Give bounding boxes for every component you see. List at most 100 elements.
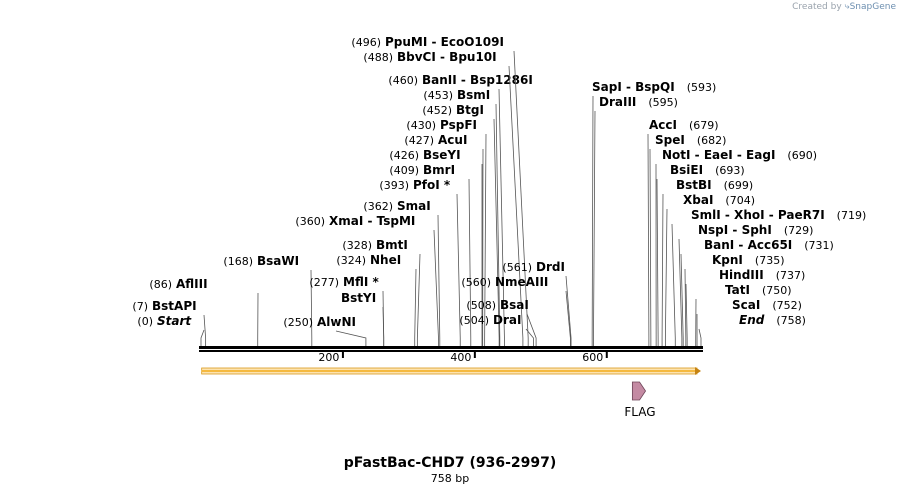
- site-position-label-right: (735): [755, 254, 785, 267]
- site-position-label: (168): [223, 255, 253, 268]
- site-bstapi: (7) BstAPI: [132, 299, 207, 346]
- site-bsiei: BsiEI (693): [656, 163, 745, 346]
- site-name-label: BanI - Acc65I: [704, 238, 792, 252]
- site-position-label: (560): [461, 276, 491, 289]
- site-position-label: (0): [137, 315, 153, 328]
- site-name-label: BsiEI: [670, 163, 703, 177]
- site-connector: [513, 50, 529, 346]
- site-nspi-sphi: NspI - SphI (729): [678, 223, 814, 346]
- axis-tick-label: 200: [318, 351, 339, 364]
- snapgene-credit: Created by ⤷SnapGene: [792, 2, 896, 12]
- site-position-label: (393): [379, 179, 409, 192]
- site-connector: [664, 208, 668, 346]
- site-position-label-right: (737): [776, 269, 806, 282]
- site-name-label: BstYI: [341, 291, 376, 305]
- site-connector: [414, 268, 417, 346]
- site-position-label: (453): [423, 89, 453, 102]
- site-bstyi: BstYI: [341, 291, 385, 346]
- site-xmai-tspmi: (360) XmaI - TspMI: [295, 214, 439, 346]
- site-btgi: (452) BtgI: [422, 103, 500, 346]
- site-mfli: (277) MflI *: [309, 275, 385, 346]
- site-scai: ScaI (752): [696, 298, 802, 346]
- site-connector: [456, 193, 461, 346]
- site-name-label: BsmI: [457, 88, 490, 102]
- site-connector: [310, 269, 313, 346]
- site-connector: [498, 88, 505, 346]
- site-spei: SpeI (682): [649, 133, 726, 346]
- site-name-label: PpuMI - EcoO109I: [385, 35, 504, 49]
- site-name-label: SmaI: [397, 199, 431, 213]
- site-name-label: BanII - Bsp1286I: [422, 73, 533, 87]
- site-name-label: BsaWI: [257, 254, 299, 268]
- site-sapi-bspqi: SapI - BspQI (593): [591, 80, 717, 346]
- site-connector: [416, 253, 421, 346]
- site-position-label: (86): [149, 278, 172, 291]
- site-bsai: (508) BsaI: [466, 298, 537, 346]
- site-name-label: XbaI: [683, 193, 713, 207]
- credit-prefix: Created by: [792, 2, 842, 12]
- site-name-label: PspFI: [440, 118, 477, 132]
- site-name-label: ScaI: [732, 298, 760, 312]
- site-smai: (362) SmaI: [363, 199, 441, 346]
- site-position-label: (324): [336, 254, 366, 267]
- site-position-label-right: (593): [687, 81, 717, 94]
- site-pspfi: (430) PspFI: [406, 118, 487, 346]
- site-nmeaiii: (560) NmeAIII: [461, 275, 571, 346]
- site-name-label: DrdI: [536, 260, 565, 274]
- site-connector: [678, 238, 683, 346]
- site-position-label: (7): [132, 300, 148, 313]
- site-afliii: (86) AflIII: [149, 277, 259, 346]
- plasmid-title: pFastBac-CHD7 (936-2997): [343, 455, 557, 471]
- site-name-label: BtgI: [456, 103, 484, 117]
- site-position-label: (496): [351, 36, 381, 49]
- snapgene-logo-icon: ⤷: [844, 2, 850, 12]
- site-position-label-right: (729): [784, 224, 814, 237]
- site-connector: [656, 178, 659, 346]
- site-position-label-right: (731): [804, 239, 834, 252]
- site-connector: [565, 290, 571, 346]
- site-name-label: PfoI *: [413, 178, 451, 192]
- site-connector: [680, 253, 684, 346]
- site-hindiii: HindIII (737): [685, 268, 806, 346]
- site-bsmi: (453) BsmI: [423, 88, 501, 346]
- site-position-label: (561): [502, 261, 532, 274]
- orf-arrowhead: [695, 367, 701, 375]
- site-name-label: SmlI - XhoI - PaeR7I: [691, 208, 825, 222]
- site-connector: [335, 330, 367, 346]
- site-name-label: TatI: [725, 283, 750, 297]
- site-position-label: (426): [389, 149, 419, 162]
- site-xbai: XbaI (704): [664, 193, 755, 346]
- site-name-label: End: [739, 313, 765, 327]
- site-drai: (504) DraI: [459, 313, 534, 346]
- axis-tick-label: 400: [450, 351, 471, 364]
- site-connector: [649, 148, 652, 346]
- site-bstbi: BstBI (699): [661, 178, 754, 346]
- site-position-label-right: (699): [724, 179, 754, 192]
- site-alwni: (250) AlwNI: [283, 315, 367, 346]
- site-position-label: (427): [404, 134, 434, 147]
- site-position-label: (328): [342, 239, 372, 252]
- site-position-label-right: (690): [787, 149, 817, 162]
- site-connector: [495, 103, 501, 346]
- site-name-label: MflI *: [343, 275, 379, 289]
- site-connector: [565, 275, 572, 346]
- site-connector: [468, 178, 472, 346]
- site-name-label: NotI - EaeI - EagI: [662, 148, 775, 162]
- site-noti-eaei-eagi: NotI - EaeI - EagI (690): [655, 148, 817, 346]
- site-connector: [525, 328, 534, 346]
- credit-brand: SnapGene: [849, 2, 896, 12]
- site-connector: [437, 214, 441, 346]
- site-position-label: (504): [459, 314, 489, 327]
- site-connector: [593, 110, 596, 346]
- site-position-label: (430): [406, 119, 436, 132]
- site-position-label-right: (752): [772, 299, 802, 312]
- site-bsawi: (168) BsaWI: [223, 254, 313, 346]
- site-acui: (427) AcuI: [404, 133, 484, 346]
- site-connector: [698, 328, 702, 346]
- site-connector: [382, 306, 385, 346]
- backbone-top: [199, 346, 703, 349]
- site-name-label: AlwNI: [317, 315, 356, 329]
- site-name-label: XmaI - TspMI: [329, 214, 415, 228]
- backbone-bottom: [199, 350, 703, 352]
